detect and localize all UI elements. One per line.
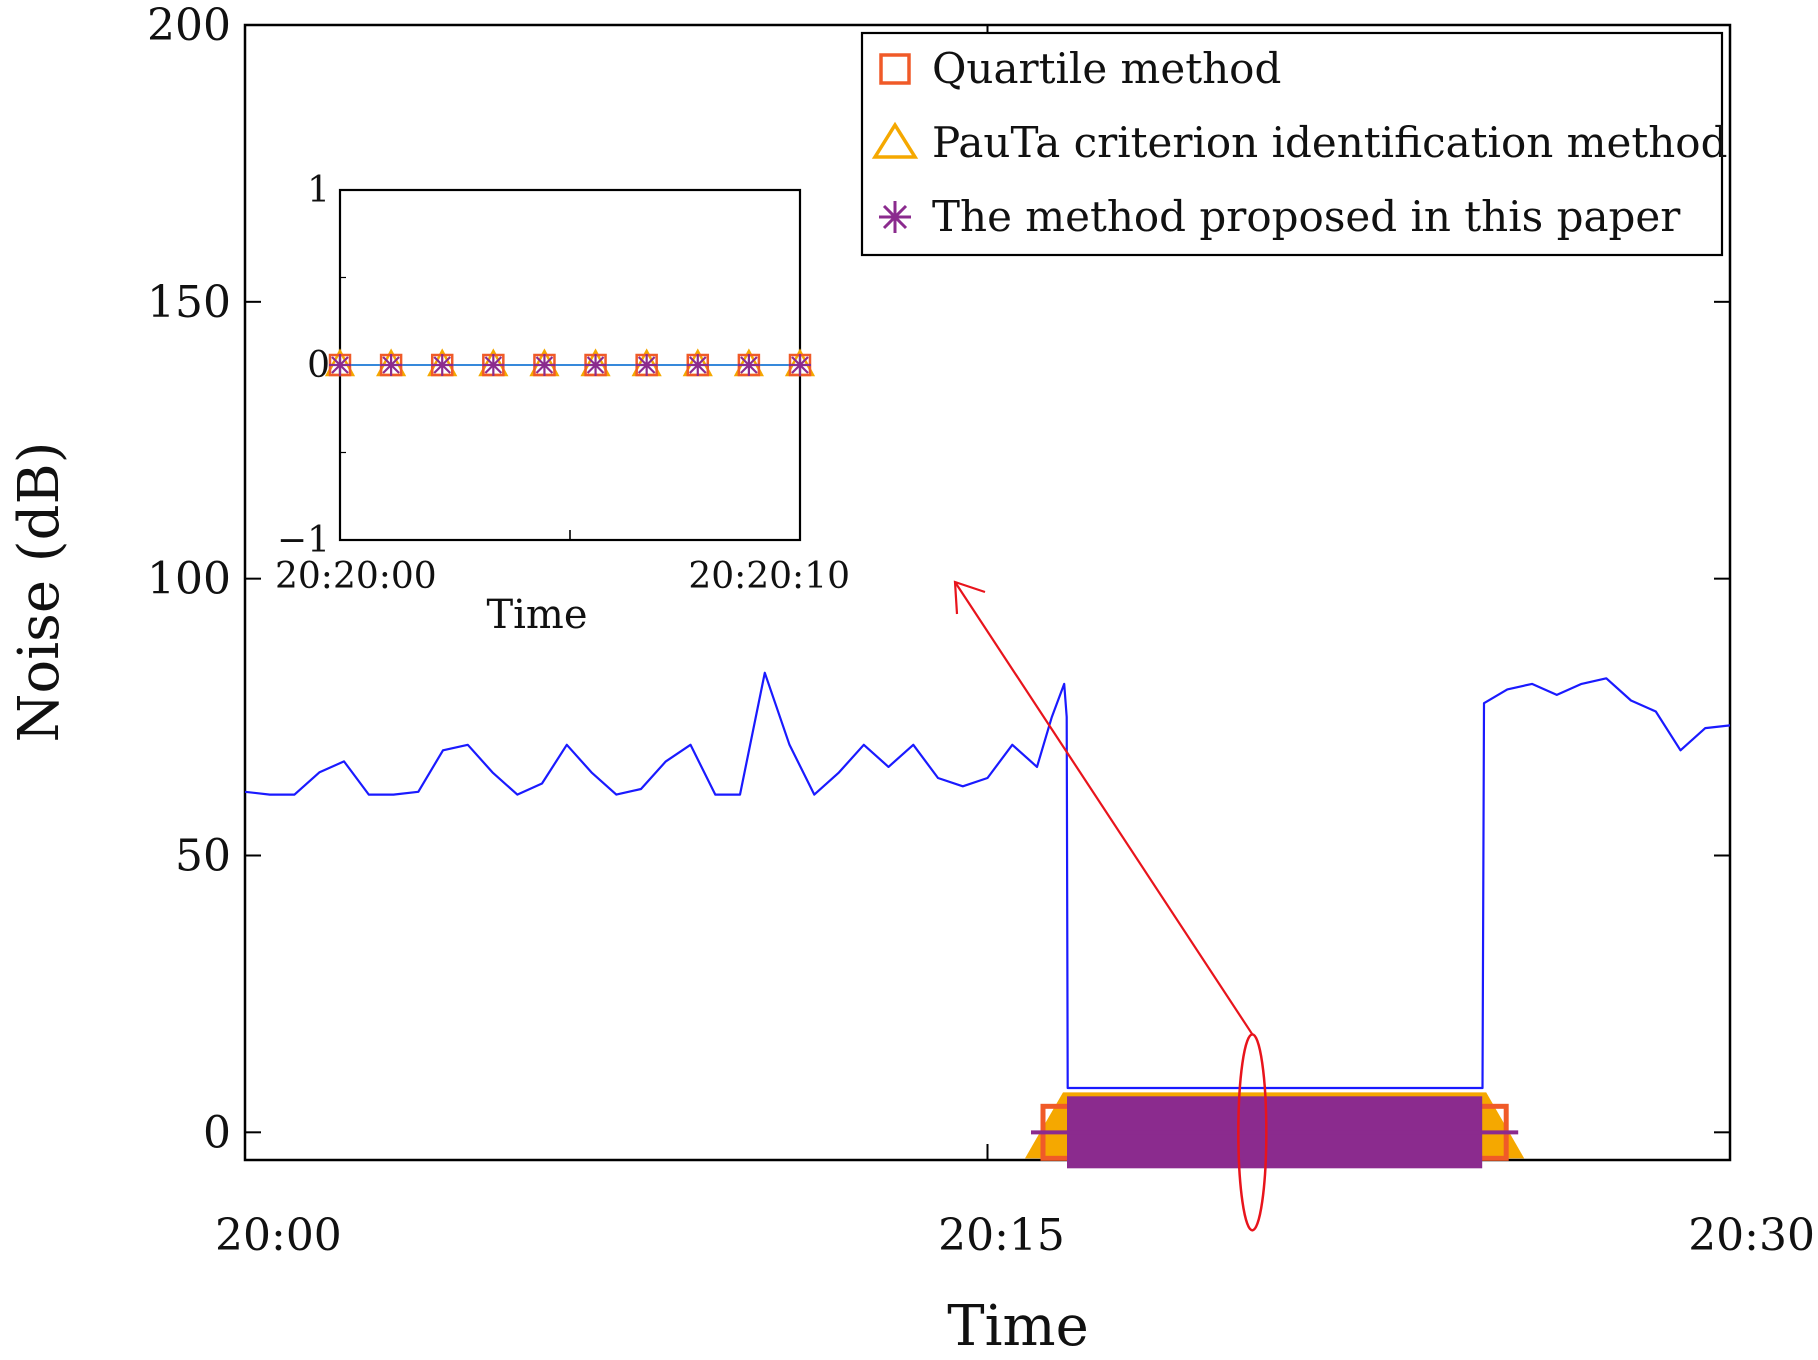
inset-asterisk-marker bbox=[637, 356, 656, 374]
main-plot-area: 0 50 100 150 200 20:00 20:15 20:30 Time Noise (dB… bbox=[7, 0, 1815, 1359]
x-tick-label: 20:30 bbox=[1688, 1210, 1815, 1261]
legend-square-icon bbox=[879, 53, 911, 85]
inset-y-tick-label: 1 bbox=[307, 170, 330, 211]
legend-box bbox=[860, 31, 1724, 257]
inset-x-axis-title: Time bbox=[486, 592, 587, 638]
inset-asterisk-marker bbox=[484, 356, 503, 374]
y-tick-label: 150 bbox=[147, 277, 231, 328]
inset-x-tick-label: 20:20:10 bbox=[688, 556, 850, 597]
x-axis-title: Time bbox=[947, 1294, 1089, 1359]
legend-label: Quartile method bbox=[932, 44, 1281, 93]
annotation-arrow bbox=[954, 581, 1254, 1035]
legend-asterisk-stroke bbox=[882, 204, 908, 230]
annotation-arrowhead bbox=[953, 580, 986, 615]
inset-data-point bbox=[784, 348, 816, 377]
x-tick-label: 20:15 bbox=[938, 1210, 1065, 1261]
inset-asterisk-marker bbox=[586, 356, 605, 374]
noise-series-line bbox=[244, 671, 1731, 1090]
inset-x-tick-label: 20:20:00 bbox=[275, 556, 437, 597]
legend-label: The method proposed in this paper bbox=[932, 192, 1681, 241]
inset-asterisk-marker bbox=[535, 356, 554, 374]
legend-label: PauTa criterion identification method bbox=[932, 118, 1727, 167]
inset-asterisk-marker bbox=[382, 356, 400, 374]
inset-data-point bbox=[631, 348, 662, 377]
inset-asterisk-marker bbox=[791, 356, 809, 374]
inset-data-point bbox=[324, 348, 356, 377]
inset-y-tick-label: 0 bbox=[307, 345, 330, 386]
inset-plot-area: −1 0 1 20:20:00 20:20:10 Time bbox=[275, 170, 850, 638]
inset-data-point bbox=[376, 348, 407, 377]
inset-asterisk-marker bbox=[433, 356, 452, 374]
legend-asterisk-icon bbox=[879, 201, 911, 233]
y-axis-title: Noise (dB) bbox=[7, 442, 72, 743]
x-tick-label: 20:00 bbox=[215, 1210, 342, 1261]
legend: Quartile method PauTa criterion identific… bbox=[860, 31, 1727, 257]
inset-data-point bbox=[529, 348, 560, 377]
inset-data-point bbox=[682, 348, 713, 377]
inset-asterisk-marker bbox=[740, 356, 758, 374]
inset-data-point bbox=[733, 348, 764, 377]
annotation bbox=[953, 580, 1268, 1232]
y-tick-label: 50 bbox=[175, 830, 231, 881]
legend-triangle-icon bbox=[871, 121, 919, 159]
y-tick-label: 100 bbox=[147, 554, 231, 605]
y-tick-label: 200 bbox=[147, 0, 231, 51]
inset-y-tick-label: −1 bbox=[277, 520, 330, 561]
y-tick-label: 0 bbox=[203, 1107, 231, 1158]
inset-asterisk-marker bbox=[331, 356, 349, 374]
inset-data-point bbox=[580, 348, 611, 377]
inset-data-point bbox=[427, 348, 458, 377]
inset-asterisk-marker bbox=[688, 356, 707, 374]
inset-data-point bbox=[478, 348, 509, 377]
